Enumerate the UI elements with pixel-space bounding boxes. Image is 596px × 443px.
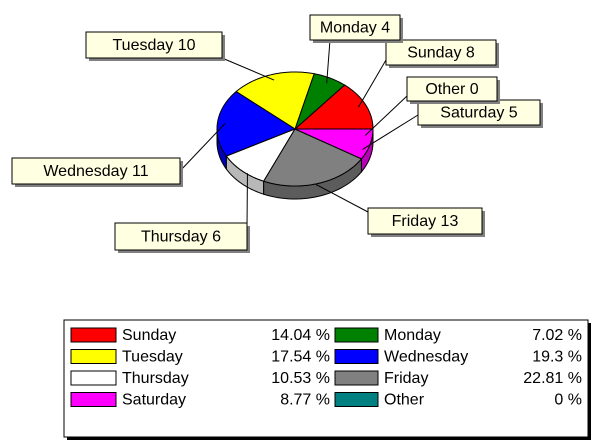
pie-slice: [216, 90, 297, 157]
callout-label: Other 0: [425, 81, 478, 98]
callout-category: Friday: [392, 213, 436, 230]
legend-swatch: [70, 392, 117, 407]
callout-value: 4: [381, 20, 390, 37]
callout-label: Thursday 6: [141, 229, 221, 246]
legend-swatch: [70, 349, 117, 364]
pie-slice: [225, 127, 297, 182]
pie: [216, 71, 374, 200]
leader-line: [364, 95, 408, 136]
legend-label: Tuesday: [122, 349, 183, 366]
callout-box: [385, 39, 497, 66]
callout-box: [417, 99, 541, 126]
legend-percent: 7.02 %: [532, 327, 582, 344]
leader-line: [221, 57, 275, 81]
callout-label: Wednesday 11: [43, 163, 148, 180]
legend-percent: 8.77 %: [280, 392, 330, 409]
legend-swatch: [70, 370, 117, 386]
callout-label: Sunday 8: [407, 45, 475, 62]
callouts: Sunday 8 Monday 4 Tuesday 10 Wednesday 11 Th…: [11, 14, 543, 253]
leader-line: [358, 59, 387, 108]
leader-line: [362, 114, 419, 150]
legend-percent: 0 %: [554, 392, 582, 409]
leader-line: [326, 39, 331, 84]
legend-label: Thursday: [122, 370, 189, 387]
callout-box: [85, 31, 223, 59]
callout-value: 5: [509, 105, 518, 122]
legend-swatch: [334, 370, 379, 386]
legend-label: Wednesday: [384, 349, 468, 366]
callout-value: 6: [212, 229, 221, 246]
legend-percent: 14.04 %: [271, 327, 330, 344]
callout-category: Thursday: [141, 229, 208, 246]
callout-category: Sunday: [407, 45, 461, 62]
callout-label: Friday 13: [392, 213, 459, 230]
callout-value: 11: [132, 163, 149, 180]
leader-line: [315, 184, 369, 213]
callout-box: [114, 222, 248, 251]
callout-label: Tuesday 10: [112, 37, 195, 54]
pie-slice: [293, 84, 374, 130]
callout-category: Saturday: [440, 105, 504, 122]
pie-slice: [262, 128, 363, 187]
callout-category: Tuesday: [112, 37, 173, 54]
legend-percent: 17.54 %: [271, 349, 330, 366]
legend-label: Saturday: [122, 392, 186, 409]
legend-percent: 10.53 %: [271, 370, 330, 387]
callout-box: [406, 76, 498, 102]
legend-percent: 22.81 %: [523, 370, 582, 387]
legend-swatch: [334, 392, 379, 407]
callout-category: Wednesday: [43, 163, 127, 180]
callout-label: Saturday 5: [440, 105, 518, 122]
callout-label: Monday 4: [320, 20, 390, 37]
legend-label: Other: [384, 392, 425, 409]
legend-swatch: [334, 349, 379, 364]
legend-percent: 19.3 %: [532, 349, 582, 366]
callout-value: 10: [178, 37, 196, 54]
legend-label: Sunday: [122, 327, 176, 344]
legend-label: Friday: [384, 370, 428, 387]
callout-box: [367, 207, 483, 235]
callout-box: [309, 14, 401, 41]
legend-box: [63, 319, 589, 438]
callout-category: Other: [425, 81, 466, 98]
leader-line: [179, 123, 226, 172]
legend-swatch: [70, 327, 117, 343]
pie-slice: [235, 71, 315, 130]
legend-swatch: [334, 327, 379, 343]
legend: Sunday 14.04 % Monday 7.02 % Tuesday 17.54 % W…: [63, 319, 591, 440]
pie-slice: [293, 73, 346, 131]
callout-value: 13: [441, 213, 459, 230]
callout-box: [11, 157, 181, 185]
callout-category: Monday: [320, 20, 377, 37]
callout-value: 0: [470, 81, 479, 98]
callout-value: 8: [466, 45, 475, 62]
legend-label: Monday: [384, 327, 441, 344]
